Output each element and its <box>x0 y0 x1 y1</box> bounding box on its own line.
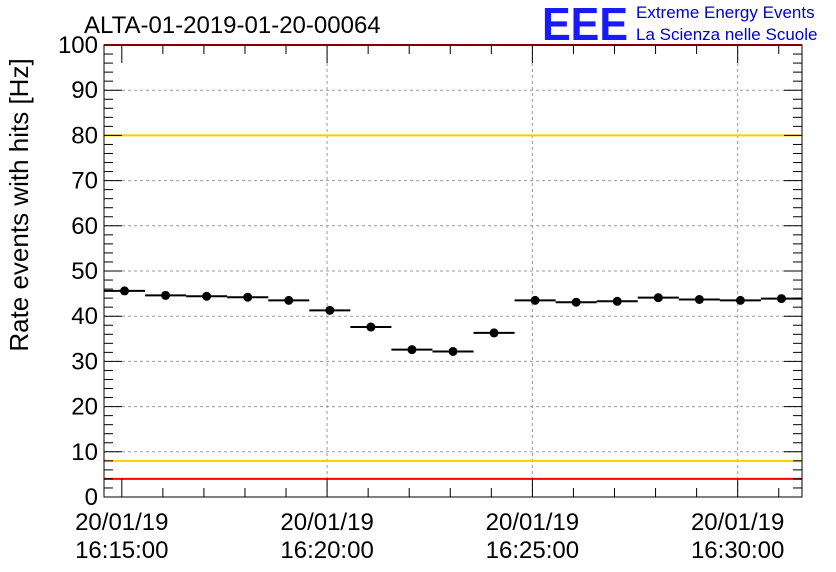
data-point <box>120 286 130 296</box>
data-point <box>284 295 294 305</box>
x-tick-labels: 20/01/1916:15:0020/01/1916:20:0020/01/19… <box>75 509 784 564</box>
logo-line-2: La Scienza nelle Scuole <box>636 25 817 44</box>
data-point <box>735 295 745 305</box>
x-tick-time: 16:25:00 <box>486 537 579 564</box>
data-point <box>366 322 376 332</box>
x-tick-date: 20/01/19 <box>280 509 373 536</box>
x-tick-time: 16:30:00 <box>691 537 784 564</box>
data-point <box>325 305 335 315</box>
data-point <box>202 291 212 301</box>
data-point <box>243 292 253 302</box>
chart-title: ALTA-01-2019-01-20-00064 <box>84 12 381 39</box>
data-point <box>612 296 622 306</box>
y-tick-label: 40 <box>71 303 98 330</box>
data-point <box>448 346 458 356</box>
x-tick-date: 20/01/19 <box>691 509 784 536</box>
y-tick-label: 100 <box>58 32 98 59</box>
y-tick-label: 10 <box>71 439 98 466</box>
y-tick-label: 90 <box>71 77 98 104</box>
grid <box>104 45 802 497</box>
axis-ticks <box>104 44 802 498</box>
x-tick-date: 20/01/19 <box>486 509 579 536</box>
data-point <box>407 345 417 355</box>
y-tick-label: 50 <box>71 258 98 285</box>
x-tick-date: 20/01/19 <box>75 509 168 536</box>
y-tick-label: 60 <box>71 213 98 240</box>
reference-lines <box>104 44 802 480</box>
y-tick-label: 70 <box>71 168 98 195</box>
data-point <box>161 290 171 300</box>
y-tick-label: 0 <box>85 484 98 511</box>
x-tick-time: 16:20:00 <box>280 537 373 564</box>
eee-logo: EEE Extreme Energy Events La Scienza nel… <box>542 0 817 50</box>
y-tick-label: 30 <box>71 348 98 375</box>
y-axis-label: Rate events with hits [Hz] <box>4 58 34 351</box>
data-point <box>530 295 540 305</box>
x-tick-time: 16:15:00 <box>75 537 168 564</box>
data-point <box>776 294 786 304</box>
y-tick-label: 80 <box>71 122 98 149</box>
y-tick-label: 20 <box>71 394 98 421</box>
logo-line-1: Extreme Energy Events <box>636 3 815 22</box>
data-point <box>694 294 704 304</box>
y-tick-labels: 0 10 20 30 40 50 60 70 80 90 100 <box>58 32 98 511</box>
eee-logo-mark: EEE <box>542 0 628 50</box>
data-point <box>571 297 581 307</box>
data-points <box>120 286 786 356</box>
data-point <box>489 328 499 338</box>
data-point <box>653 293 663 303</box>
